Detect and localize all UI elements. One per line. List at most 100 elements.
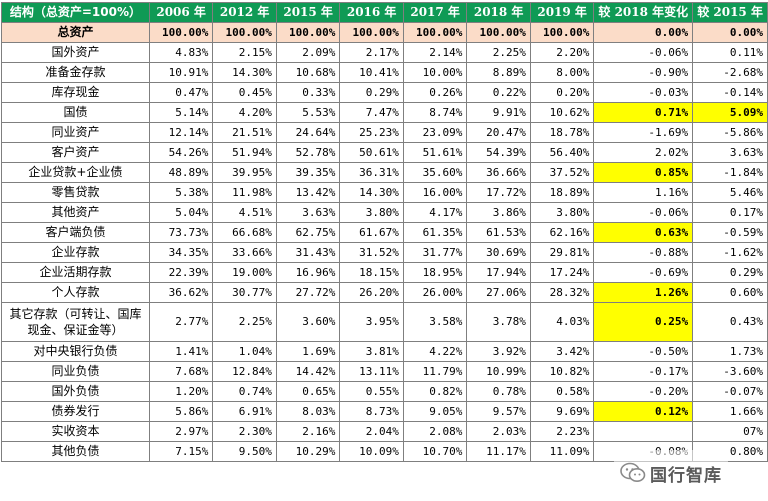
- table-row: 总资产 100.00% 100.00% 100.00% 100.00% 100.00% 10…: [1, 22, 768, 43]
- value-cell: 0.17%: [692, 202, 768, 223]
- value-cell: 10.62%: [529, 102, 595, 123]
- value-cell: -1.62%: [692, 242, 768, 263]
- value-cell: 3.86%: [466, 202, 531, 223]
- value-cell: 39.35%: [275, 162, 341, 183]
- value-cell: 33.66%: [212, 242, 277, 263]
- value-cell: 2.14%: [402, 42, 468, 63]
- value-cell: 30.69%: [466, 242, 531, 263]
- value-cell: 0.74%: [212, 381, 277, 402]
- value-cell: 29.81%: [529, 242, 595, 263]
- value-cell: 4.51%: [212, 202, 277, 223]
- value-cell: -0.17%: [593, 361, 694, 382]
- row-label: 其它存款（可转让、国库现金、保证金等）: [1, 302, 150, 342]
- value-cell: 0.00%: [593, 22, 694, 43]
- row-label: 国外资产: [1, 42, 150, 63]
- value-cell: 26.20%: [339, 282, 404, 303]
- value-cell: 30.77%: [212, 282, 277, 303]
- value-cell: 73.73%: [148, 222, 214, 243]
- watermark-text: 国行智库: [650, 465, 722, 486]
- row-label: 国外负债: [1, 381, 150, 402]
- value-cell: 2.04%: [339, 421, 404, 442]
- value-cell: 0.22%: [466, 82, 531, 103]
- row-label: 其他负债: [1, 441, 150, 462]
- table-row: 企业贷款+企业债 48.89% 39.95% 39.35% 36.31% 35.60% 36…: [1, 162, 768, 183]
- value-cell: 100.00%: [275, 22, 341, 43]
- value-cell: 2.23%: [529, 421, 595, 442]
- value-cell: 1.16%: [593, 182, 694, 203]
- value-cell: 1.73%: [692, 341, 768, 362]
- value-cell: 0.29%: [692, 262, 768, 283]
- value-cell: 5.38%: [148, 182, 214, 203]
- value-cell: 3.95%: [339, 302, 404, 342]
- value-cell: -0.03%: [593, 82, 694, 103]
- value-cell: 2.97%: [148, 421, 214, 442]
- value-cell: 19.00%: [212, 262, 277, 283]
- value-cell: 54.39%: [466, 142, 531, 163]
- value-cell: 28.32%: [529, 282, 595, 303]
- value-cell: 7.15%: [148, 441, 214, 462]
- table-row: 对中央银行负债 1.41% 1.04% 1.69% 3.81% 4.22% 3.92% 3.4…: [1, 341, 768, 362]
- value-cell: 0.47%: [148, 82, 214, 103]
- row-label: 企业贷款+企业债: [1, 162, 150, 183]
- row-label: 客户资产: [1, 142, 150, 163]
- value-cell: 14.30%: [339, 182, 404, 203]
- value-cell: 6.91%: [212, 401, 277, 422]
- value-cell: 1.69%: [275, 341, 341, 362]
- table-row: 企业活期存款 22.39% 19.00% 16.96% 18.15% 18.95% 17.9…: [1, 262, 768, 283]
- table-row: 同业负债 7.68% 12.84% 14.42% 13.11% 11.79% 10.99% 1…: [1, 361, 768, 382]
- table-row: 国债 5.14% 4.20% 5.53% 7.47% 8.74% 9.91% 10.62% 0.…: [1, 102, 768, 123]
- value-cell: 34.35%: [148, 242, 214, 263]
- header-2006: 2006 年: [148, 2, 214, 23]
- value-cell: 11.09%: [529, 441, 595, 462]
- value-cell: 07%: [692, 421, 768, 442]
- value-cell: -1.69%: [593, 122, 694, 143]
- value-cell: 35.60%: [402, 162, 468, 183]
- table-row: 客户端负债 73.73% 66.68% 62.75% 61.67% 61.35% 61.53…: [1, 222, 768, 243]
- value-cell: 100.00%: [148, 22, 214, 43]
- table-row: 债券发行 5.86% 6.91% 8.03% 8.73% 9.05% 9.57% 9.69% 0…: [1, 401, 768, 422]
- header-2012: 2012 年: [212, 2, 277, 23]
- value-cell: -0.90%: [593, 62, 694, 83]
- value-cell: 8.00%: [529, 62, 595, 83]
- table-row: 其它存款（可转让、国库现金、保证金等） 2.77% 2.25% 3.60% 3.95% 3…: [1, 302, 768, 342]
- value-cell: 2.17%: [339, 42, 404, 63]
- row-label: 企业存款: [1, 242, 150, 263]
- row-label: 客户端负债: [1, 222, 150, 243]
- value-cell: 1.26%: [593, 282, 694, 303]
- value-cell: 100.00%: [339, 22, 404, 43]
- value-cell: 100.00%: [402, 22, 468, 43]
- value-cell: -3.60%: [692, 361, 768, 382]
- value-cell: 10.82%: [529, 361, 595, 382]
- data-table: 结构（总资产=100%） 2006 年 2012 年 2015 年 2016 年…: [1, 2, 768, 462]
- value-cell: 22.39%: [148, 262, 214, 283]
- value-cell: 9.91%: [466, 102, 531, 123]
- value-cell: 12.14%: [148, 122, 214, 143]
- value-cell: 4.22%: [402, 341, 468, 362]
- value-cell: -5.86%: [692, 122, 768, 143]
- value-cell: 51.61%: [402, 142, 468, 163]
- value-cell: 7.68%: [148, 361, 214, 382]
- header-2015: 2015 年: [275, 2, 341, 23]
- value-cell: 17.24%: [529, 262, 595, 283]
- value-cell: 36.62%: [148, 282, 214, 303]
- value-cell: 7.47%: [339, 102, 404, 123]
- value-cell: 16.00%: [402, 182, 468, 203]
- value-cell: 2.20%: [529, 42, 595, 63]
- value-cell: 10.00%: [402, 62, 468, 83]
- value-cell: 2.25%: [466, 42, 531, 63]
- value-cell: 10.09%: [339, 441, 404, 462]
- row-label: 零售贷款: [1, 182, 150, 203]
- value-cell: -1.84%: [692, 162, 768, 183]
- value-cell: 0.65%: [275, 381, 341, 402]
- value-cell: 23.09%: [402, 122, 468, 143]
- value-cell: 14.30%: [212, 62, 277, 83]
- header-change-vs-2018: 较 2018 年变化: [593, 2, 694, 23]
- table-row: 国外负债 1.20% 0.74% 0.65% 0.55% 0.82% 0.78% 0.58% -…: [1, 381, 768, 402]
- header-2018: 2018 年: [466, 2, 531, 23]
- value-cell: 31.52%: [339, 242, 404, 263]
- value-cell: 61.53%: [466, 222, 531, 243]
- value-cell: 5.53%: [275, 102, 341, 123]
- row-label: 库存现金: [1, 82, 150, 103]
- value-cell: 0.43%: [692, 302, 768, 342]
- row-label: 其他资产: [1, 202, 150, 223]
